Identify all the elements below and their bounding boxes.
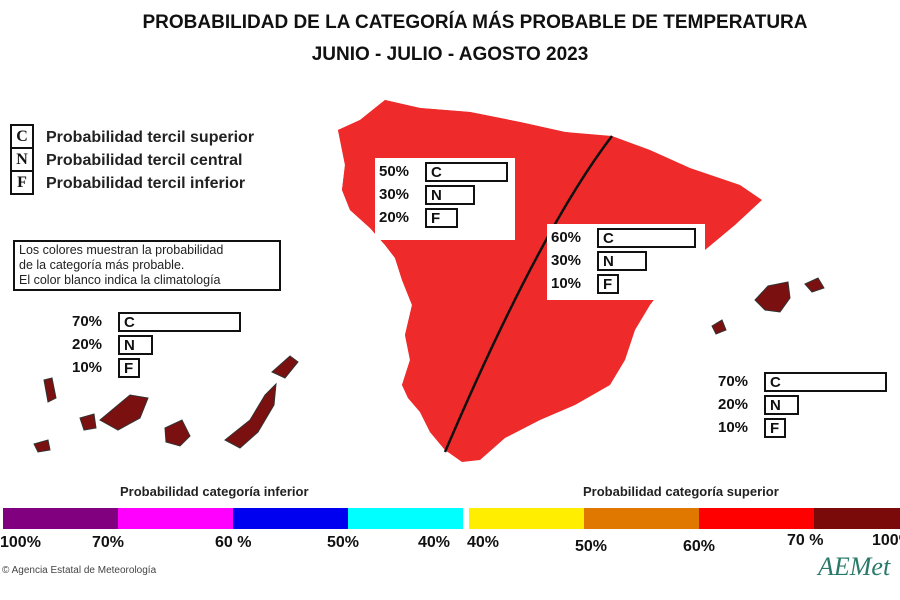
colorbar-inferior-tick: 50% bbox=[327, 534, 360, 551]
note-line: de la categoría más probable. bbox=[19, 258, 185, 272]
colorbar-inferior-tick: 40% bbox=[418, 534, 451, 551]
bar-row: 20% N bbox=[718, 393, 900, 416]
probability-bar: N bbox=[764, 394, 799, 415]
bar-percent: 70% bbox=[72, 313, 103, 330]
probability-bar: N bbox=[118, 334, 153, 355]
inferior-caption: Probabilidad categoría inferior bbox=[120, 484, 309, 499]
color-note: Los colores muestran la probabilidad de … bbox=[13, 240, 281, 291]
bar-row: 30% N bbox=[551, 249, 701, 272]
bar-row: 10% F bbox=[72, 356, 252, 379]
title-line-2: JUNIO - JULIO - AGOSTO 2023 bbox=[311, 44, 589, 65]
bar-percent: 50% bbox=[379, 163, 410, 180]
colorbar-superior-tick: 70 % bbox=[787, 532, 824, 549]
colorbar-superior-segment bbox=[814, 508, 900, 529]
baleares-islands bbox=[711, 277, 825, 335]
probability-bar: F bbox=[764, 417, 786, 438]
colorbar-inferior-tick: 70% bbox=[92, 534, 125, 551]
bar-row: 70% C bbox=[718, 370, 900, 393]
aemet-logo: AEMet bbox=[818, 552, 891, 581]
key-row-inferior: F Probabilidad tercil inferior bbox=[10, 170, 254, 195]
probability-bar: F bbox=[597, 273, 619, 294]
west-probability-bars: 50% C 30% N 20% F bbox=[375, 158, 515, 240]
colorbar-superior-tick: 50% bbox=[575, 538, 608, 555]
probability-bar: C bbox=[597, 227, 696, 248]
bar-row: 20% N bbox=[72, 333, 252, 356]
bar-row: 60% C bbox=[551, 226, 701, 249]
key-letter: N bbox=[10, 147, 34, 172]
bar-percent: 10% bbox=[551, 275, 582, 292]
note-line: El color blanco indica la climatología bbox=[19, 273, 221, 287]
copyright: © Agencia Estatal de Meteorología bbox=[2, 565, 157, 576]
bar-row: 50% C bbox=[379, 160, 511, 183]
tercile-key: C Probabilidad tercil superior N Probabili… bbox=[10, 124, 255, 195]
probability-bar: F bbox=[425, 207, 458, 228]
key-row-superior: C Probabilidad tercil superior bbox=[10, 124, 255, 149]
colorbar-superior-tick: 60% bbox=[683, 538, 716, 555]
probability-bar: N bbox=[597, 250, 647, 271]
colorbar-inferior-segment bbox=[3, 508, 118, 529]
probability-bar: C bbox=[764, 371, 887, 392]
bar-percent: 10% bbox=[718, 419, 749, 436]
bar-percent: 60% bbox=[551, 229, 582, 246]
key-label: Probabilidad tercil central bbox=[46, 151, 243, 169]
bar-row: 30% N bbox=[379, 183, 511, 206]
bar-row: 10% F bbox=[551, 272, 701, 295]
note-line: Los colores muestran la probabilidad bbox=[19, 243, 224, 257]
key-letter: F bbox=[10, 170, 34, 195]
probability-bar: F bbox=[118, 357, 140, 378]
key-row-central: N Probabilidad tercil central bbox=[10, 147, 254, 172]
key-label: Probabilidad tercil inferior bbox=[46, 174, 246, 192]
bar-percent: 10% bbox=[72, 359, 103, 376]
probability-bar: C bbox=[425, 161, 508, 182]
canarias-islands bbox=[33, 355, 299, 453]
bar-percent: 20% bbox=[718, 396, 749, 413]
bar-percent: 30% bbox=[379, 186, 410, 203]
bar-row: 70% C bbox=[72, 310, 252, 333]
key-label: Probabilidad tercil superior bbox=[46, 128, 255, 146]
bar-row: 10% F bbox=[718, 416, 900, 439]
colorbar-superior-segment bbox=[584, 508, 699, 529]
probability-bar: N bbox=[425, 184, 475, 205]
colorbar-inferior-segment bbox=[348, 508, 463, 529]
colorbar-superior-segment bbox=[469, 508, 584, 529]
colorbar-superior-segment bbox=[699, 508, 814, 529]
colorbar-superior-tick: 40% bbox=[467, 534, 500, 551]
canarias-probability-bars: 70% C 20% N 10% F bbox=[68, 308, 256, 384]
title-line-1: PROBABILIDAD DE LA CATEGORÍA MÁS PROBABL… bbox=[142, 12, 808, 33]
superior-caption: Probabilidad categoría superior bbox=[583, 484, 779, 499]
bar-row: 20% F bbox=[379, 206, 511, 229]
colorbar-inferior-segment bbox=[118, 508, 233, 529]
bar-percent: 30% bbox=[551, 252, 582, 269]
bar-percent: 70% bbox=[718, 373, 749, 390]
bar-percent: 20% bbox=[72, 336, 103, 353]
colorbar-inferior-tick: 100% bbox=[0, 534, 41, 551]
baleares-probability-bars: 70% C 20% N 10% F bbox=[714, 368, 900, 444]
probability-bar: C bbox=[118, 311, 241, 332]
key-letter: C bbox=[10, 124, 34, 149]
colorbar-inferior-segment bbox=[233, 508, 348, 529]
bar-percent: 20% bbox=[379, 209, 410, 226]
region-divider-line bbox=[443, 135, 613, 453]
east-probability-bars: 60% C 30% N 10% F bbox=[547, 224, 705, 300]
colorbar-superior-tick: 100% bbox=[872, 532, 900, 549]
colorbar-inferior-tick: 60 % bbox=[215, 534, 252, 551]
